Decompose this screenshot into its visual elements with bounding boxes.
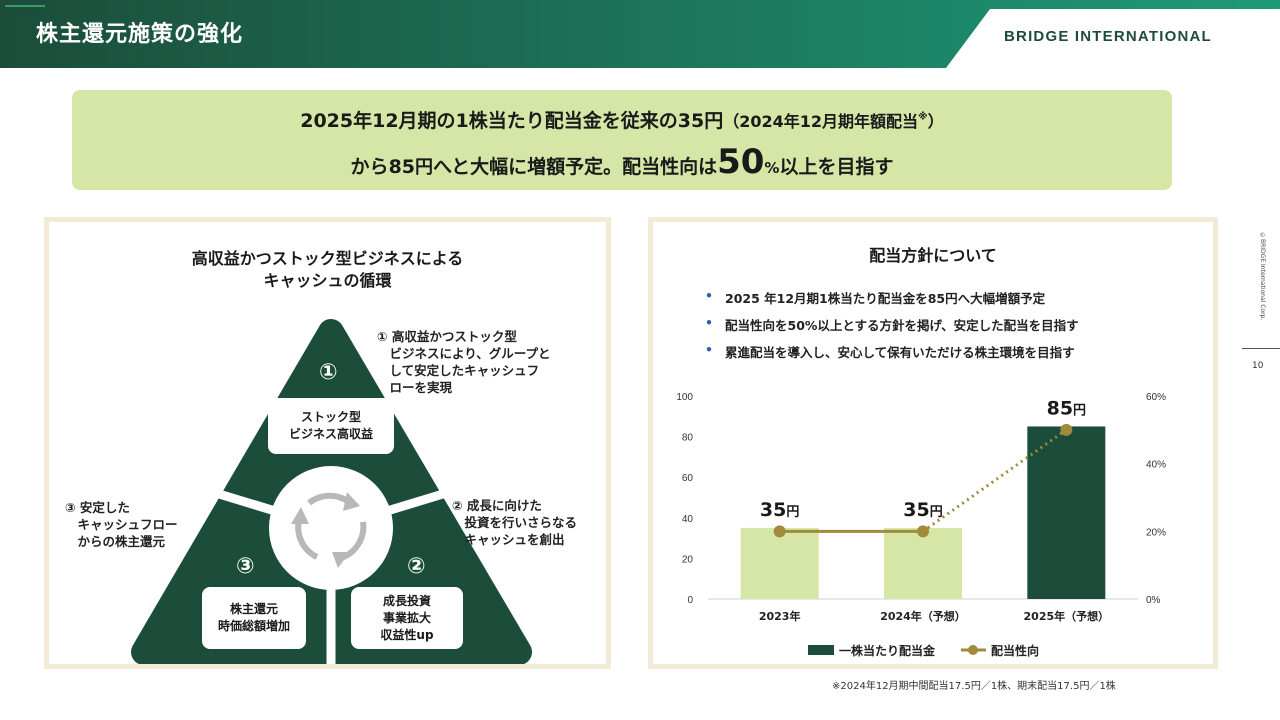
y2-axis-tick-label: 20% — [1146, 527, 1166, 538]
bar-data-label: 35円 — [760, 499, 799, 521]
cycle-arrowheads — [291, 492, 360, 568]
footnote: ※2024年12月期中間配当17.5円／1株、期末配当17.5円／1株 — [832, 681, 1116, 692]
dividend-bar — [740, 527, 819, 599]
bullet-dot-icon: • — [705, 342, 713, 357]
box-br-line-3: 収益性up — [380, 627, 434, 642]
bar-data-label-unit: 円 — [930, 505, 943, 520]
highlight-banner: 2025年12月期の1株当たり配当金を従来の35円（2024年12月期年額配当※… — [72, 90, 1172, 190]
box-bl-line-1: 株主還元 — [229, 602, 278, 616]
legend-bar-label: 一株当たり配当金 — [839, 643, 936, 658]
policy-bullet: • 配当性向を50%以上とする方針を掲げ、安定した配当を目指す — [705, 315, 1079, 342]
payout-ratio-point — [917, 525, 929, 538]
payout-ratio-point — [773, 525, 786, 538]
box-br-line-2: 事業拡大 — [382, 610, 431, 625]
cycle-center-circle — [269, 466, 393, 590]
x-axis-category-label: 2025年（予想） — [1024, 609, 1110, 623]
page-title: 株主還元施策の強化 — [36, 22, 244, 47]
banner-yen: 円 — [415, 157, 434, 178]
bar-data-label: 85円 — [1047, 397, 1086, 419]
y-axis-tick-label: 0 — [687, 595, 693, 606]
payout-ratio-point — [1060, 423, 1073, 436]
y2-axis-tick-label: 60% — [1146, 392, 1166, 403]
step-2-description: ② 成長に向けた 投資を行いさらなる キャッシュを創出 — [452, 498, 578, 547]
cycle-title-line-2: キャッシュの循環 — [263, 271, 392, 290]
y-axis-tick-label: 60 — [682, 473, 694, 484]
legend-line-marker — [968, 645, 978, 655]
company-logo: BRIDGE INTERNATIONAL — [1004, 28, 1212, 45]
page-number: 10 — [1252, 361, 1264, 371]
banner-line-2: から85円へと大幅に増額予定。配当性向は50%以上を目指す — [72, 142, 1172, 182]
dividend-bar — [884, 527, 962, 599]
dividend-chart: 0 20 40 60 80 100 0% 20% 40% 60% 2023年 2024年（予想） 202… — [676, 392, 1166, 658]
y-axis-tick-label: 100 — [676, 392, 693, 403]
bar-data-label-unit: 円 — [786, 505, 799, 520]
y-axis-tick-label: 20 — [682, 554, 694, 565]
x-axis-category-label: 2024年（予想） — [880, 609, 966, 623]
step-3-number: ③ — [236, 554, 255, 579]
policy-bullets: • 2025 年12月期1株当たり配当金を85円へ大幅増額予定 • 配当性向を50%… — [705, 288, 1079, 369]
banner-main-text: 2025年12月期の1株当たり配当金を従来の35円 — [300, 110, 724, 132]
step-1-description: ① 高収益かつストック型 ビジネスにより、グループと して安定したキャッシュフ … — [377, 329, 551, 395]
box-shareholder-return: 株主還元 時価総額増加 — [202, 587, 306, 649]
banner-line-1: 2025年12月期の1株当たり配当金を従来の35円（2024年12月期年額配当※… — [72, 106, 1172, 133]
banner-text-b: へと大幅に増額予定。配当性向は — [433, 156, 718, 178]
legend-line-label: 配当性向 — [991, 643, 1039, 658]
banner-note-mark: ※ — [918, 111, 928, 123]
copyright-text: ©BRIDGE International Corp. — [1259, 232, 1266, 321]
bar-data-label-number: 35 — [903, 499, 929, 521]
policy-bullet-text: 2025 年12月期1株当たり配当金を85円へ大幅増額予定 — [725, 291, 1046, 306]
box-br-line-1: 成長投資 — [382, 593, 431, 608]
side-divider — [1242, 348, 1280, 349]
bar-data-label-number: 85 — [1047, 397, 1073, 419]
banner-85: 85 — [388, 156, 416, 178]
policy-bullet-text: 配当性向を50%以上とする方針を掲げ、安定した配当を目指す — [725, 318, 1079, 333]
cycle-diagram — [131, 319, 532, 664]
cycle-title-line-1: 高収益かつストック型ビジネスによる — [191, 249, 464, 268]
bar-data-label-unit: 円 — [1073, 403, 1086, 418]
x-axis-category-label: 2023年 — [759, 609, 801, 623]
banner-text-c: 以上を目指す — [779, 156, 894, 178]
box-bl-line-2: 時価総額増加 — [217, 619, 290, 633]
y2-axis-tick-label: 0% — [1146, 595, 1161, 606]
box-top-line-1: ストック型 — [300, 410, 361, 424]
cycle-title: 高収益かつストック型ビジネスによる キャッシュの循環 — [49, 248, 606, 292]
y2-axis-tick-label: 40% — [1146, 460, 1166, 471]
bullet-dot-icon: • — [705, 315, 713, 330]
banner-pct: % — [764, 159, 780, 177]
y-axis-tick-label: 80 — [682, 433, 694, 444]
step-2-number: ② — [407, 554, 426, 579]
banner-50: 50 — [717, 142, 765, 182]
box-stock-business: ストック型 ビジネス高収益 — [268, 398, 394, 454]
policy-bullet-text: 累進配当を導入し、安心して保有いただける株主環境を目指す — [725, 345, 1075, 360]
bar-data-label-number: 35 — [760, 499, 786, 521]
dividend-policy-panel: 配当方針について • 2025 年12月期1株当たり配当金を85円へ大幅増額予定 … — [648, 217, 1218, 669]
legend-bar-swatch — [808, 645, 834, 655]
step-1-number: ① — [319, 360, 338, 385]
box-top-line-2: ビジネス高収益 — [288, 427, 373, 441]
logo-lines-icon — [0, 1, 50, 11]
banner-text-a: から — [350, 156, 389, 178]
header-bar: 株主還元施策の強化 BRIDGE INTERNATIONAL — [0, 0, 1280, 68]
y-axis-tick-label: 40 — [682, 514, 694, 525]
banner-note-close: ） — [927, 112, 944, 131]
dividend-bar — [1027, 426, 1106, 599]
policy-title: 配当方針について — [869, 246, 997, 265]
step-3-description: ③ 安定した キャッシュフロー からの株主還元 — [65, 500, 178, 549]
policy-bullet: • 2025 年12月期1株当たり配当金を85円へ大幅増額予定 — [705, 288, 1079, 315]
policy-bullet: • 累進配当を導入し、安心して保有いただける株主環境を目指す — [705, 342, 1079, 369]
bullet-dot-icon: • — [705, 288, 713, 303]
header-background — [0, 0, 1280, 68]
banner-note-text: （2024年12月期年額配当 — [723, 112, 919, 131]
bar-data-label: 35円 — [903, 499, 942, 521]
box-growth-investment: 成長投資 事業拡大 収益性up — [351, 587, 463, 649]
cash-cycle-panel: 高収益かつストック型ビジネスによる キャッシュの循環 ① ③ ② ストック型 ビ… — [44, 217, 611, 669]
